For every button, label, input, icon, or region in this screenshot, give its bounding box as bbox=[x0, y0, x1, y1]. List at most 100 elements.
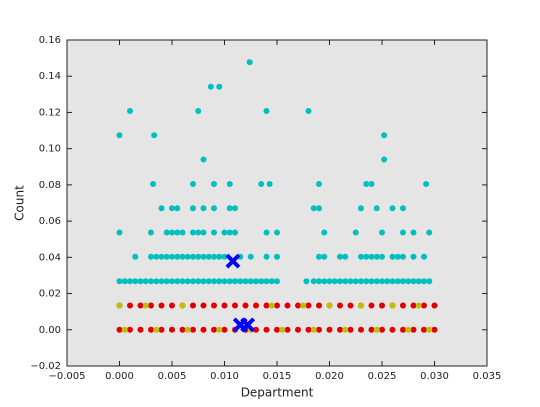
point bbox=[431, 326, 438, 333]
x-tick-label: 0.030 bbox=[420, 371, 449, 382]
point bbox=[368, 302, 375, 309]
point bbox=[137, 278, 144, 285]
point bbox=[221, 302, 228, 309]
point bbox=[410, 302, 417, 309]
point bbox=[163, 229, 170, 236]
point bbox=[352, 278, 359, 285]
x-tick-label: 0.020 bbox=[315, 371, 344, 382]
point bbox=[205, 278, 212, 285]
point bbox=[373, 278, 380, 285]
point bbox=[400, 229, 406, 236]
point bbox=[347, 302, 354, 309]
point bbox=[169, 302, 175, 309]
point bbox=[179, 229, 186, 236]
point bbox=[179, 326, 186, 333]
point bbox=[184, 253, 191, 260]
point bbox=[284, 326, 291, 333]
point bbox=[158, 278, 165, 285]
point bbox=[368, 253, 375, 260]
point bbox=[184, 278, 191, 285]
point bbox=[137, 302, 144, 309]
point bbox=[211, 253, 217, 260]
point bbox=[200, 205, 207, 212]
point bbox=[300, 302, 307, 309]
point bbox=[148, 253, 154, 260]
point bbox=[121, 278, 128, 285]
point bbox=[174, 278, 181, 285]
point bbox=[148, 326, 154, 333]
point bbox=[200, 278, 207, 285]
point bbox=[242, 302, 249, 309]
y-tick-label: 0.02 bbox=[39, 289, 61, 300]
point bbox=[347, 278, 354, 285]
point bbox=[221, 253, 228, 260]
plot-area bbox=[67, 40, 487, 366]
point bbox=[226, 205, 233, 212]
point bbox=[127, 326, 133, 333]
point bbox=[337, 302, 343, 309]
point bbox=[211, 302, 217, 309]
point bbox=[363, 278, 370, 285]
point bbox=[305, 326, 312, 333]
y-axis-label: Count bbox=[13, 185, 27, 221]
point bbox=[358, 326, 364, 333]
point bbox=[426, 278, 433, 285]
point bbox=[200, 253, 207, 260]
point bbox=[190, 278, 196, 285]
y-tick-label: 0.04 bbox=[39, 252, 61, 263]
point bbox=[132, 278, 139, 285]
point bbox=[263, 302, 270, 309]
point bbox=[211, 278, 217, 285]
point bbox=[151, 132, 158, 139]
point bbox=[415, 278, 422, 285]
y-tick-label: −0.02 bbox=[30, 361, 61, 372]
point bbox=[195, 278, 202, 285]
point bbox=[337, 253, 343, 260]
point bbox=[174, 229, 181, 236]
point bbox=[321, 278, 328, 285]
point bbox=[379, 253, 385, 260]
point bbox=[200, 156, 207, 163]
point bbox=[148, 302, 154, 309]
point bbox=[195, 253, 202, 260]
point bbox=[381, 132, 388, 139]
point bbox=[163, 253, 170, 260]
point bbox=[426, 326, 433, 333]
point bbox=[358, 205, 364, 212]
point bbox=[263, 253, 270, 260]
point bbox=[207, 83, 214, 90]
y-tick-label: 0.06 bbox=[39, 216, 61, 227]
point bbox=[310, 205, 317, 212]
point bbox=[179, 253, 186, 260]
point bbox=[389, 326, 396, 333]
point bbox=[226, 180, 233, 187]
point bbox=[158, 253, 165, 260]
point bbox=[169, 326, 175, 333]
point bbox=[190, 326, 196, 333]
point bbox=[358, 253, 364, 260]
point bbox=[221, 278, 228, 285]
point bbox=[216, 326, 223, 333]
y-tick-label: 0.12 bbox=[39, 107, 61, 118]
point bbox=[394, 253, 401, 260]
point bbox=[253, 326, 259, 333]
point bbox=[400, 302, 406, 309]
point bbox=[326, 302, 333, 309]
point bbox=[274, 229, 280, 236]
point bbox=[405, 278, 412, 285]
point bbox=[174, 253, 181, 260]
point bbox=[274, 253, 280, 260]
x-tick-label: 0.010 bbox=[210, 371, 239, 382]
point bbox=[258, 180, 265, 187]
point bbox=[384, 278, 391, 285]
point bbox=[347, 326, 354, 333]
point bbox=[305, 107, 312, 114]
point bbox=[158, 205, 165, 212]
point bbox=[410, 229, 417, 236]
point bbox=[216, 253, 223, 260]
point bbox=[253, 302, 259, 309]
point bbox=[116, 278, 123, 285]
x-tick-label: 0.015 bbox=[263, 371, 292, 382]
point bbox=[423, 180, 430, 187]
